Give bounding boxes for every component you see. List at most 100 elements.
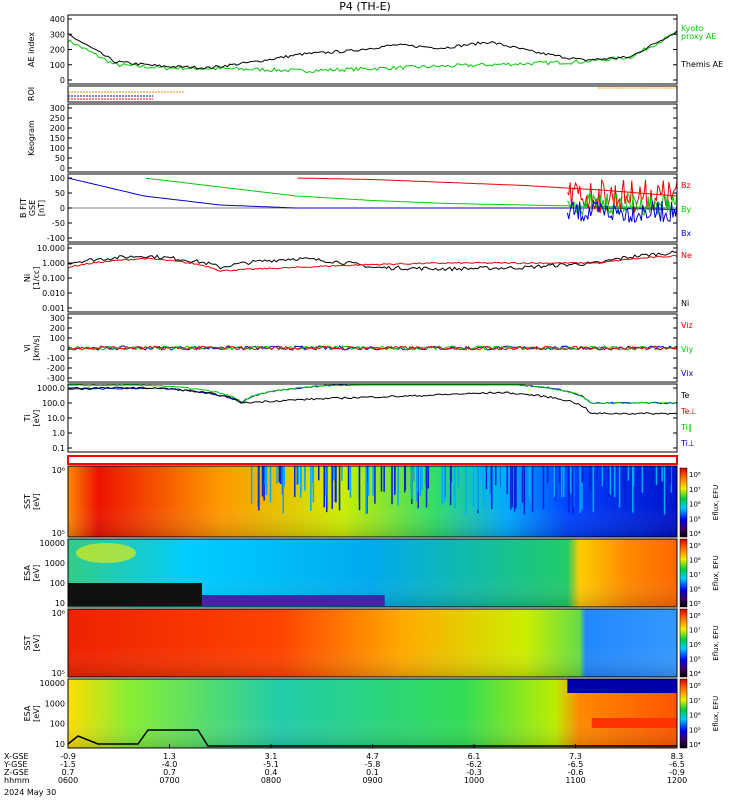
spectro-pixel <box>581 466 583 510</box>
spectro-pixel <box>523 466 526 515</box>
ylabel-ni: [1/cc] <box>32 267 41 290</box>
ytick-label: 1000 <box>45 699 65 708</box>
spectro-pixel <box>554 466 557 502</box>
spectro-pixel <box>310 466 312 511</box>
spectro-pixel <box>391 466 393 505</box>
spectro-pixel <box>596 466 599 481</box>
xrow-name: Y-GSE <box>3 760 27 769</box>
legend-ti: Te <box>680 391 690 400</box>
xtick-label-hhmm: 0800 <box>261 776 281 785</box>
xrow-name: hhmm <box>4 776 30 785</box>
ylabel-esa_e: [eV] <box>32 565 41 582</box>
x-axis-labels: -0.9-1.50.706001.3-4.00.707003.1-5.10.40… <box>3 744 687 797</box>
spectro-pixel <box>282 466 284 514</box>
xtick-label-X-GSE: 8.3 <box>671 752 684 761</box>
spectro-pixel <box>531 466 534 513</box>
xtick-label-Z-GSE: 0.1 <box>366 768 379 777</box>
legend-vi: Viy <box>681 345 694 354</box>
colorbar-tick: 10⁵ <box>689 656 701 664</box>
spectro-pixel <box>601 466 604 487</box>
spectro-pixel <box>311 466 314 483</box>
spectro-pixel <box>278 466 281 483</box>
ytick-label: 10⁶ <box>52 609 65 618</box>
ylabel-keo: Keogram <box>27 120 36 156</box>
spectro-pixel <box>653 466 656 488</box>
spectro-pixel <box>383 466 385 492</box>
series-line <box>67 386 678 415</box>
spectro-pixel <box>608 466 610 497</box>
ytick-label: 150 <box>50 134 65 143</box>
ytick-label: 300 <box>50 104 65 113</box>
ytick-label: 0.100 <box>42 274 65 283</box>
legend-vi: Viz <box>681 321 693 330</box>
spectro-pixel <box>258 466 260 511</box>
spectro-pixel <box>589 466 591 489</box>
spectro-pixel <box>257 466 259 508</box>
ytick-label: 300 <box>50 314 65 323</box>
spectro-pixel <box>279 466 282 485</box>
colorbar-tick: 10⁶ <box>689 712 701 720</box>
colorbar-label: Eflux, EFU <box>712 625 720 660</box>
ylabel-esa_i: ESA <box>23 705 32 721</box>
spectro-pixel <box>264 466 266 486</box>
spectro-pixel <box>349 466 352 498</box>
colorbar-tick: 10⁸ <box>689 682 701 690</box>
colorbar-tick: 10⁶ <box>689 641 701 649</box>
xtick-label-Y-GSE: -1.5 <box>60 760 76 769</box>
legend-ti: Te⊥ <box>680 407 696 416</box>
spectro-pixel <box>498 466 501 490</box>
xtick-label-hhmm: 1100 <box>565 776 585 785</box>
spectro-pixel <box>347 466 350 490</box>
spectro-pixel <box>625 466 627 501</box>
spectro-pixel <box>333 466 335 481</box>
spectro-pixel <box>476 466 479 511</box>
xtick-label-Y-GSE: -6.2 <box>466 760 482 769</box>
spectro-pixel <box>250 466 253 504</box>
ytick-label: 400 <box>50 15 65 24</box>
spectro-pixel <box>325 466 327 496</box>
ylabel-ti: Ti <box>23 415 32 423</box>
spectro-pixel <box>592 466 595 513</box>
spectro-pixel <box>611 466 613 499</box>
legend-ae: Themis AE <box>680 60 723 69</box>
ytick-label: 0.001 <box>42 304 65 313</box>
ylabel-sst_e: SST <box>23 494 32 509</box>
contour-line <box>67 729 677 747</box>
series-line <box>67 384 678 405</box>
spectro-pixel <box>528 466 530 496</box>
ytick-label: 10⁵ <box>52 529 65 538</box>
spectro-dark <box>68 583 202 606</box>
colorbar-tick: 10⁵ <box>689 600 701 608</box>
spectro-pixel <box>449 466 452 506</box>
panel-bfit: B FIT GSE [nT] 100 50 0 -50 -100 <box>19 174 677 243</box>
spectro-pixel <box>634 466 636 505</box>
frame-esa_e <box>67 538 678 608</box>
series-line <box>67 30 678 70</box>
colorbar-tick: 10⁴ <box>689 741 701 749</box>
ylabel-bfit: GSE <box>28 200 37 216</box>
frame-vi <box>67 313 678 383</box>
ytick-label: 100 <box>50 720 65 729</box>
panel-ni: Ni [1/cc] 10.000 1.000 0.100 0.010 0.001 <box>23 244 677 313</box>
frame-bfit <box>67 173 678 243</box>
spectro-pixel <box>485 466 488 490</box>
frame-ni <box>67 243 678 313</box>
spectro-pixel <box>416 466 418 502</box>
spectro-pixel <box>515 466 517 509</box>
spectro-pixel <box>358 466 361 511</box>
ytick-label: 100 <box>50 174 65 183</box>
colorbar-tick: 10⁸ <box>689 612 701 620</box>
xtick-label-hhmm: 0900 <box>362 776 382 785</box>
spectro-pixel <box>502 466 504 506</box>
ytick-label: 200 <box>50 46 65 55</box>
xtick-label-Y-GSE: -5.8 <box>365 760 381 769</box>
colorbar-tick: 10⁷ <box>689 486 701 494</box>
spectro-pixel <box>335 466 337 503</box>
ytick-label: 0.1 <box>52 444 65 453</box>
spectro-pixel <box>542 466 545 510</box>
spectro-pixel <box>488 466 491 498</box>
xtick-label-Z-GSE: 0.7 <box>163 768 176 777</box>
colorbar-label: Eflux, EFU <box>712 485 720 520</box>
spectro-pixel <box>666 466 668 491</box>
spectro-pixel <box>326 466 328 513</box>
